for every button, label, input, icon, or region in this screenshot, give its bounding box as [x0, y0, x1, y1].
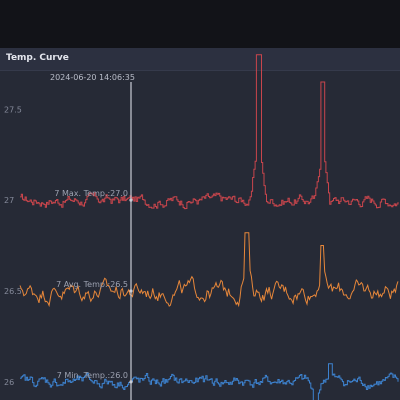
y-tick-label: 26 [4, 378, 14, 387]
cursor-series-label: 7 Max. Temp.:27.0 [54, 189, 128, 198]
cursor-point [129, 198, 133, 202]
y-tick-label: 27.5 [4, 105, 22, 114]
series-line-avg[interactable] [19, 232, 399, 308]
y-tick-label: 26.5 [4, 287, 22, 296]
cursor-point [129, 289, 133, 293]
series-layer [19, 54, 399, 400]
panel-header: Temp. Curve [0, 48, 400, 71]
top-bar [0, 0, 400, 48]
y-tick-label: 27 [4, 196, 14, 205]
cursor-series-label: 7 Avg. Temp.:26.5 [56, 280, 128, 289]
cursor-timestamp: 2024-06-20 14:06:35 [50, 73, 135, 82]
chart-panel: Temp. Curve [0, 48, 400, 400]
series-line-min[interactable] [20, 363, 399, 400]
cursor-series-label: 7 Min. Temp.:26.0 [57, 371, 128, 380]
cursor-labels: 7 Max. Temp.:27.0 7 Avg. Temp.:26.5 7 Min.… [54, 189, 133, 384]
panel-title: Temp. Curve [6, 53, 69, 63]
series-line-max[interactable] [20, 54, 399, 210]
cursor-point [129, 380, 133, 384]
y-axis-ticks: 26 26.5 27 27.5 [4, 105, 22, 387]
